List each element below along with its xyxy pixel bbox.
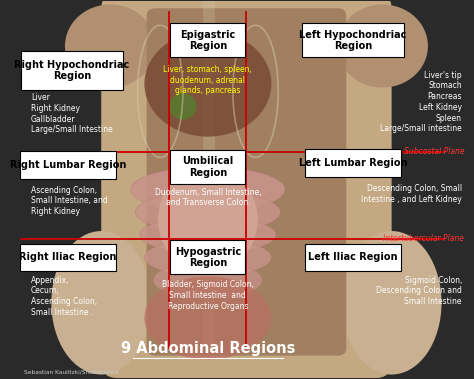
FancyBboxPatch shape	[146, 8, 346, 356]
FancyBboxPatch shape	[171, 241, 246, 274]
Ellipse shape	[65, 5, 155, 88]
Text: Ascending Colon,
Small Intestine, and
Right Kidney: Ascending Colon, Small Intestine, and Ri…	[31, 186, 108, 216]
Text: Left Lumbar Region: Left Lumbar Region	[299, 158, 407, 168]
Text: Descending Colon, Small
Intestine , and Left Kidney: Descending Colon, Small Intestine , and …	[361, 184, 462, 204]
Text: Sebastian Kaulitzki/Shutterstock: Sebastian Kaulitzki/Shutterstock	[24, 370, 119, 374]
Ellipse shape	[131, 167, 285, 212]
Ellipse shape	[342, 231, 442, 374]
Text: Subcostal Plane: Subcostal Plane	[403, 147, 464, 156]
Ellipse shape	[158, 167, 258, 273]
Text: Bladder, Sigmoid Colon,
Small Intestine  and
Reproductive Organs: Bladder, Sigmoid Colon, Small Intestine …	[162, 280, 254, 311]
Ellipse shape	[145, 239, 272, 276]
FancyBboxPatch shape	[171, 150, 246, 184]
Text: Epigastric
Region: Epigastric Region	[180, 30, 236, 51]
Ellipse shape	[51, 231, 151, 374]
FancyBboxPatch shape	[302, 23, 404, 57]
Ellipse shape	[145, 276, 272, 359]
Text: Right Iliac Region: Right Iliac Region	[19, 252, 117, 263]
Text: Intertubercular Plane: Intertubercular Plane	[383, 234, 464, 243]
Text: Right Lumbar Region: Right Lumbar Region	[10, 160, 126, 170]
FancyBboxPatch shape	[305, 149, 401, 177]
FancyBboxPatch shape	[203, 1, 215, 348]
Text: 9 Abdominal Regions: 9 Abdominal Regions	[121, 341, 295, 356]
Ellipse shape	[140, 216, 276, 254]
Text: Duodenum, Small Intestine,
and Transverse Colon.: Duodenum, Small Intestine, and Transvers…	[155, 188, 261, 207]
Text: Liver's tip
Stomach
Pancreas
Left Kidney
Spleen
Large/Small intestine: Liver's tip Stomach Pancreas Left Kidney…	[380, 70, 462, 133]
Ellipse shape	[135, 191, 281, 233]
FancyBboxPatch shape	[21, 51, 123, 90]
Text: Hypogastric
Region: Hypogastric Region	[175, 247, 241, 268]
Text: Sigmoid Colon,
Descending Colon and
Small Intestine: Sigmoid Colon, Descending Colon and Smal…	[376, 276, 462, 306]
Ellipse shape	[169, 93, 197, 120]
Text: Umbilical
Region: Umbilical Region	[182, 156, 234, 178]
Text: Right Hypochondriac
Region: Right Hypochondriac Region	[14, 60, 129, 81]
Text: Appendix,
Cecum,
Ascending Colon,
Small Intestine .: Appendix, Cecum, Ascending Colon, Small …	[31, 276, 97, 317]
Ellipse shape	[145, 31, 272, 137]
FancyBboxPatch shape	[171, 23, 246, 57]
Text: Liver, stomach, spleen,
duodenum, adrenal
glands, pancreas: Liver, stomach, spleen, duodenum, adrena…	[164, 65, 252, 96]
Text: Left Iliac Region: Left Iliac Region	[308, 252, 398, 263]
Text: Left Hypochondriac
Region: Left Hypochondriac Region	[300, 30, 407, 51]
FancyBboxPatch shape	[101, 0, 392, 378]
Text: Liver
Right Kidney
Gallbladder
Large/Small Intestine: Liver Right Kidney Gallbladder Large/Sma…	[31, 93, 113, 135]
FancyBboxPatch shape	[20, 244, 116, 271]
FancyBboxPatch shape	[305, 244, 401, 271]
FancyBboxPatch shape	[20, 151, 116, 179]
Ellipse shape	[154, 261, 262, 299]
Ellipse shape	[337, 5, 428, 88]
